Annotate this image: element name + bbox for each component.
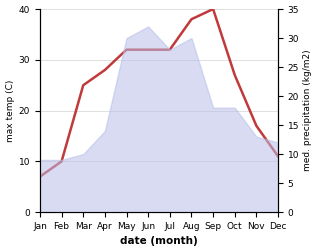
X-axis label: date (month): date (month) xyxy=(120,236,198,246)
Y-axis label: med. precipitation (kg/m2): med. precipitation (kg/m2) xyxy=(303,50,313,171)
Y-axis label: max temp (C): max temp (C) xyxy=(5,79,15,142)
